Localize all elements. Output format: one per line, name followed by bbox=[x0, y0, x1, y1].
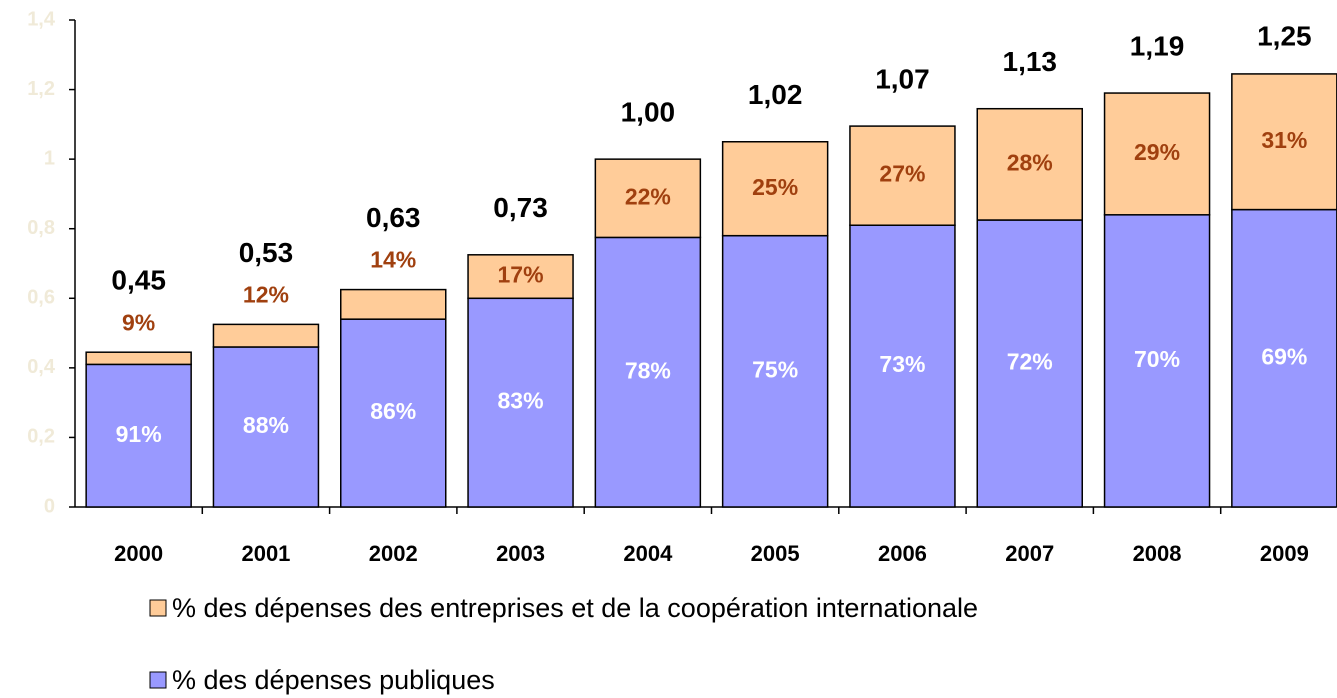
share-label: 78% bbox=[625, 357, 671, 383]
total-label: 1,02 bbox=[748, 79, 803, 110]
y-tick-label: 0,4 bbox=[27, 356, 56, 378]
x-tick-label: 2006 bbox=[878, 541, 927, 566]
share-label: 27% bbox=[879, 161, 925, 187]
share-label: 72% bbox=[1007, 349, 1053, 375]
share-label: 14% bbox=[370, 247, 416, 273]
y-tick-label: 1,2 bbox=[27, 78, 55, 100]
share-label: 91% bbox=[116, 421, 162, 447]
total-label: 0,73 bbox=[493, 192, 548, 223]
share-label: 22% bbox=[625, 183, 671, 209]
bar-segment bbox=[340, 318, 447, 508]
total-label: 1,13 bbox=[1003, 46, 1058, 77]
total-label: 1,25 bbox=[1257, 20, 1312, 51]
bar-segment bbox=[467, 297, 574, 508]
share-label: 9% bbox=[122, 309, 155, 335]
bar-segment bbox=[85, 351, 192, 366]
bar-segment bbox=[212, 323, 320, 348]
bar-segment bbox=[1103, 92, 1211, 216]
share-label: 69% bbox=[1261, 343, 1307, 369]
x-tick-label: 2002 bbox=[369, 541, 418, 566]
share-label: 12% bbox=[243, 281, 289, 307]
bar-segment bbox=[594, 236, 702, 508]
share-label: 25% bbox=[752, 174, 798, 200]
x-tick-label: 2001 bbox=[241, 541, 290, 566]
bar-segment bbox=[721, 234, 829, 508]
y-tick-label: 0,2 bbox=[27, 426, 55, 448]
y-tick-label: 1,4 bbox=[27, 8, 56, 30]
legend-label: % des dépenses des entreprises et de la … bbox=[172, 593, 978, 623]
bar-segment bbox=[467, 254, 574, 300]
bar-segment bbox=[849, 224, 956, 508]
share-label: 31% bbox=[1261, 127, 1307, 153]
share-label: 83% bbox=[498, 388, 544, 414]
x-tick-label: 2009 bbox=[1260, 541, 1309, 566]
share-label: 73% bbox=[879, 351, 925, 377]
bar-segment bbox=[849, 125, 956, 226]
y-tick-label: 1 bbox=[44, 147, 55, 169]
total-label: 1,00 bbox=[621, 97, 676, 128]
x-tick-label: 2008 bbox=[1133, 541, 1182, 566]
bar-segment bbox=[1103, 214, 1211, 508]
share-label: 88% bbox=[243, 412, 289, 438]
total-label: 0,63 bbox=[366, 202, 421, 233]
bar-segment bbox=[594, 158, 702, 239]
total-label: 1,19 bbox=[1130, 30, 1185, 61]
share-label: 70% bbox=[1134, 346, 1180, 372]
bar-segment bbox=[721, 141, 829, 237]
x-tick-label: 2000 bbox=[114, 541, 163, 566]
bar-segment bbox=[976, 219, 1083, 508]
bar-segment bbox=[976, 107, 1083, 221]
total-label: 1,07 bbox=[875, 63, 930, 94]
legend-swatch bbox=[149, 599, 167, 617]
total-label: 0,45 bbox=[111, 265, 166, 296]
legend-swatch bbox=[149, 671, 167, 689]
share-label: 29% bbox=[1134, 139, 1180, 165]
x-tick-label: 2003 bbox=[496, 541, 545, 566]
share-label: 17% bbox=[498, 262, 544, 288]
y-tick-label: 0 bbox=[44, 495, 55, 517]
bar-segment bbox=[340, 288, 447, 320]
share-label: 86% bbox=[370, 398, 416, 424]
share-label: 75% bbox=[752, 356, 798, 382]
y-tick-label: 0,8 bbox=[27, 217, 55, 239]
x-tick-label: 2007 bbox=[1005, 541, 1054, 566]
x-tick-label: 2004 bbox=[623, 541, 673, 566]
y-tick-label: 0,6 bbox=[27, 287, 55, 309]
legend-label: % des dépenses publiques bbox=[172, 665, 495, 695]
share-label: 28% bbox=[1007, 149, 1053, 175]
total-label: 0,53 bbox=[239, 237, 294, 268]
bar-segment bbox=[85, 363, 192, 508]
x-tick-label: 2005 bbox=[751, 541, 800, 566]
